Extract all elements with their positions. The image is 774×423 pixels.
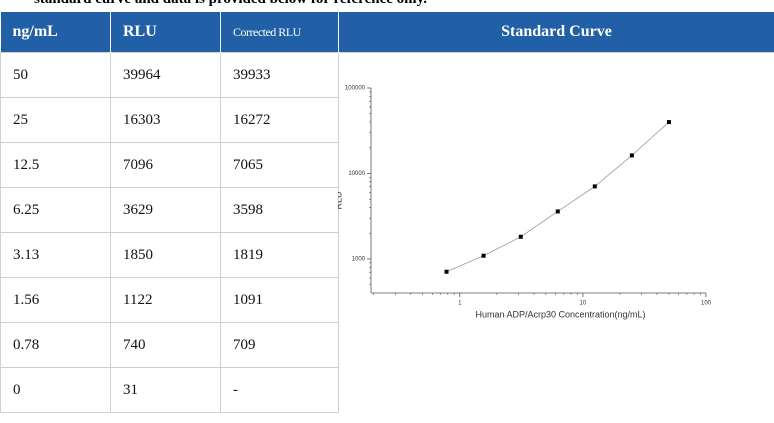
- table-row: 12.5 7096 7065: [0, 142, 774, 188]
- table-cell: 31: [110, 367, 221, 413]
- table-cell: 39964: [110, 52, 221, 98]
- table-cell: 1819: [220, 232, 339, 278]
- table-cell: 7096: [110, 142, 221, 188]
- table-cell: 1091: [220, 277, 339, 323]
- x-axis-label: Human ADP/Acrp30 Concentration(ng/mL): [475, 309, 645, 319]
- data-point: [629, 153, 634, 158]
- table-cell: 50: [0, 52, 111, 98]
- table-cell: 25: [0, 97, 111, 143]
- table-cell: 0: [0, 367, 111, 413]
- table-row: 3.13 1850 1819: [0, 232, 774, 278]
- data-point: [666, 120, 671, 125]
- data-table: ng/mL RLU Corrected RLU Standard Curve 5…: [0, 12, 774, 413]
- table-cell: -: [220, 367, 339, 413]
- table-cell: 709: [220, 322, 339, 368]
- table-cell: 6.25: [0, 187, 111, 233]
- y-axis-label: RLU: [338, 191, 343, 209]
- fit-curve: [446, 121, 670, 273]
- header-cell: Corrected RLU: [220, 12, 339, 53]
- x-tick-label: 10: [580, 301, 587, 307]
- table-cell: 1122: [110, 277, 221, 323]
- data-point: [518, 234, 523, 239]
- table-cell: 12.5: [0, 142, 111, 188]
- table-cell: 16272: [220, 97, 339, 143]
- table-row: 50 39964 39933: [0, 52, 774, 413]
- y-tick-label: 1000: [352, 257, 366, 263]
- table-cell: 1.56: [0, 277, 111, 323]
- table-cell: 0.78: [0, 322, 111, 368]
- chart: 1000 10000 100000 1 10 100 Human ADP/Acrp30 Co…: [338, 86, 712, 320]
- data-point: [444, 269, 449, 274]
- table-cell: 3598: [220, 187, 339, 233]
- data-point: [555, 209, 560, 214]
- table-cell: 7065: [220, 142, 339, 188]
- data-point: [592, 184, 597, 189]
- chart-cell: [338, 52, 774, 413]
- header-cell: ng/mL: [0, 12, 111, 53]
- table-cell: 16303: [110, 97, 221, 143]
- intro-text: standard curve and data is provided belo…: [34, 0, 427, 8]
- y-tick-label: 100000: [345, 86, 366, 92]
- x-tick-label: 100: [701, 301, 712, 307]
- table-cell: 1850: [110, 232, 221, 278]
- header-row: ng/mL RLU Corrected RLU Standard Curve: [0, 12, 774, 53]
- table-cell: 740: [110, 322, 221, 368]
- table-cell: 3629: [110, 187, 221, 233]
- y-tick-label: 10000: [348, 171, 365, 177]
- table-row: 6.25 3629 3598: [0, 187, 774, 233]
- chart-title: Standard Curve: [338, 12, 774, 53]
- table-cell: 39933: [220, 52, 339, 98]
- header-cell: RLU: [110, 12, 221, 53]
- data-point: [481, 253, 486, 258]
- table-row: 0 31-: [0, 367, 774, 413]
- table-cell: 3.13: [0, 232, 111, 278]
- table-row: 25 16303 16272: [0, 97, 774, 143]
- x-tick-label: 1: [458, 301, 462, 307]
- table-row: 0.78 740 709: [0, 322, 774, 368]
